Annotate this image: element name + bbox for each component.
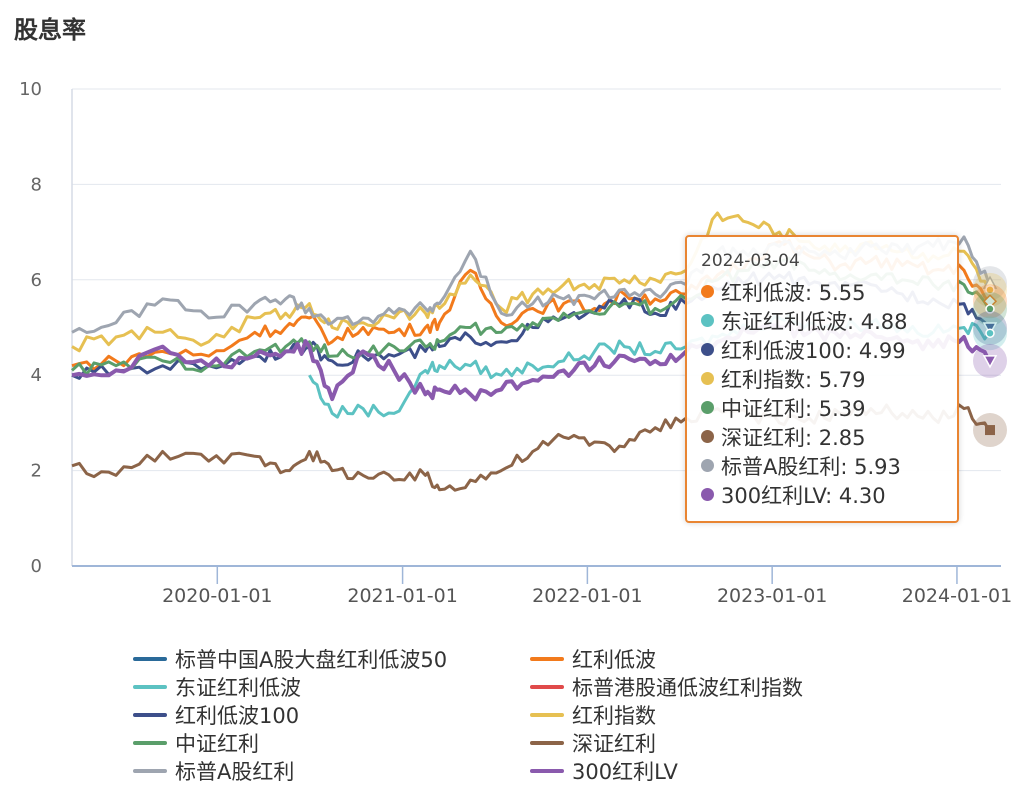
end-marker-circle[interactable]: [985, 304, 995, 314]
axes: 0 2 4 6 8 10 2020-01-01 2021-01-01 2022-01-01 202…: [19, 79, 1012, 607]
x-tick-label: 2022-01-01: [532, 585, 642, 607]
tooltip-row-label: 标普A股红利: 5.93: [721, 454, 901, 479]
legend-item[interactable]: 红利低波: [530, 644, 656, 674]
legend-item[interactable]: 300红利LV: [530, 756, 678, 786]
legend-label: 东证红利低波: [175, 676, 301, 700]
legend-line-icon: [133, 713, 167, 717]
legend-item[interactable]: 标普中国A股大盘红利低波50: [133, 644, 447, 674]
x-tick-label: 2020-01-01: [162, 585, 272, 607]
end-marker-circle[interactable]: [985, 328, 995, 338]
legend-line-icon: [530, 657, 564, 661]
x-tick-label: 2021-01-01: [347, 585, 457, 607]
legend[interactable]: 标普中国A股大盘红利低波50 红利低波东证红利低波 标普港股通低波红利指数红利低波1…: [0, 644, 1016, 794]
tooltip-row: 红利低波100: 4.99: [701, 335, 945, 364]
legend-line-icon: [133, 769, 167, 773]
series-dot-icon: [701, 430, 714, 443]
y-tick-label: 2: [31, 461, 42, 482]
legend-label: 标普中国A股大盘红利低波50: [175, 648, 448, 672]
tooltip-row-label: 300红利LV: 4.30: [721, 483, 886, 508]
end-markers[interactable]: [973, 266, 1007, 448]
legend-label: 红利低波100: [175, 704, 300, 728]
legend-label: 中证红利: [175, 732, 259, 756]
y-tick-label: 4: [31, 365, 42, 386]
legend-label: 深证红利: [572, 732, 656, 756]
end-marker-square[interactable]: [985, 425, 995, 436]
legend-label: 标普A股红利: [175, 760, 295, 784]
y-tick-label: 10: [19, 79, 42, 100]
legend-line-icon: [133, 741, 167, 745]
legend-line-icon: [133, 657, 167, 661]
legend-item[interactable]: 标普港股通低波红利指数: [530, 672, 803, 702]
legend-label: 300红利LV: [572, 760, 678, 784]
legend-line-icon: [530, 769, 564, 773]
tooltip-row: 300红利LV: 4.30: [701, 480, 945, 509]
tooltip-row-label: 红利指数: 5.79: [721, 367, 866, 392]
tooltip: 2024-03-04 红利低波: 5.55 东证红利低波: 4.88 红利低波100…: [685, 235, 959, 523]
legend-line-icon: [133, 685, 167, 689]
tooltip-row-label: 深证红利: 2.85: [721, 425, 866, 450]
legend-item[interactable]: 红利低波100: [133, 700, 299, 730]
legend-line-icon: [530, 741, 564, 745]
legend-line-icon: [530, 713, 564, 717]
legend-item[interactable]: 中证红利: [133, 728, 259, 758]
x-tick-label: 2023-01-01: [717, 585, 827, 607]
tooltip-row: 中证红利: 5.39: [701, 393, 945, 422]
end-marker-circle[interactable]: [985, 285, 995, 295]
chart-title: 股息率: [14, 16, 86, 44]
tooltip-row-label: 红利低波100: 4.99: [721, 338, 906, 363]
series-dot-icon: [701, 488, 714, 501]
tooltip-rows: 红利低波: 5.55 东证红利低波: 4.88 红利低波100: 4.99 红利指数:…: [701, 277, 945, 509]
legend-item[interactable]: 红利指数: [530, 700, 656, 730]
series-dot-icon: [701, 372, 714, 385]
series-dot-icon: [701, 314, 714, 327]
tooltip-row: 标普A股红利: 5.93: [701, 451, 945, 480]
legend-label: 红利低波: [572, 648, 656, 672]
tooltip-date: 2024-03-04: [701, 251, 800, 271]
tooltip-row: 深证红利: 2.85: [701, 422, 945, 451]
y-tick-label: 0: [31, 556, 42, 577]
legend-label: 红利指数: [572, 704, 656, 728]
legend-item[interactable]: 深证红利: [530, 728, 656, 758]
x-tick-label: 2024-01-01: [902, 585, 1012, 607]
legend-label: 标普港股通低波红利指数: [572, 676, 803, 700]
end-marker-triangle-down[interactable]: [982, 355, 998, 369]
tooltip-row-label: 东证红利低波: 4.88: [721, 309, 908, 334]
y-tick-label: 6: [31, 270, 42, 291]
tooltip-row-label: 中证红利: 5.39: [721, 396, 866, 421]
y-tick-label: 8: [31, 174, 42, 195]
legend-item[interactable]: 标普A股红利: [133, 756, 294, 786]
tooltip-row: 红利低波: 5.55: [701, 277, 945, 306]
legend-line-icon: [530, 685, 564, 689]
tooltip-row: 东证红利低波: 4.88: [701, 306, 945, 335]
series-dot-icon: [701, 401, 714, 414]
series-dot-icon: [701, 343, 714, 356]
tooltip-row: 红利指数: 5.79: [701, 364, 945, 393]
series-dot-icon: [701, 285, 714, 298]
series-dot-icon: [701, 459, 714, 472]
tooltip-row-label: 红利低波: 5.55: [721, 280, 866, 305]
legend-item[interactable]: 东证红利低波: [133, 672, 301, 702]
